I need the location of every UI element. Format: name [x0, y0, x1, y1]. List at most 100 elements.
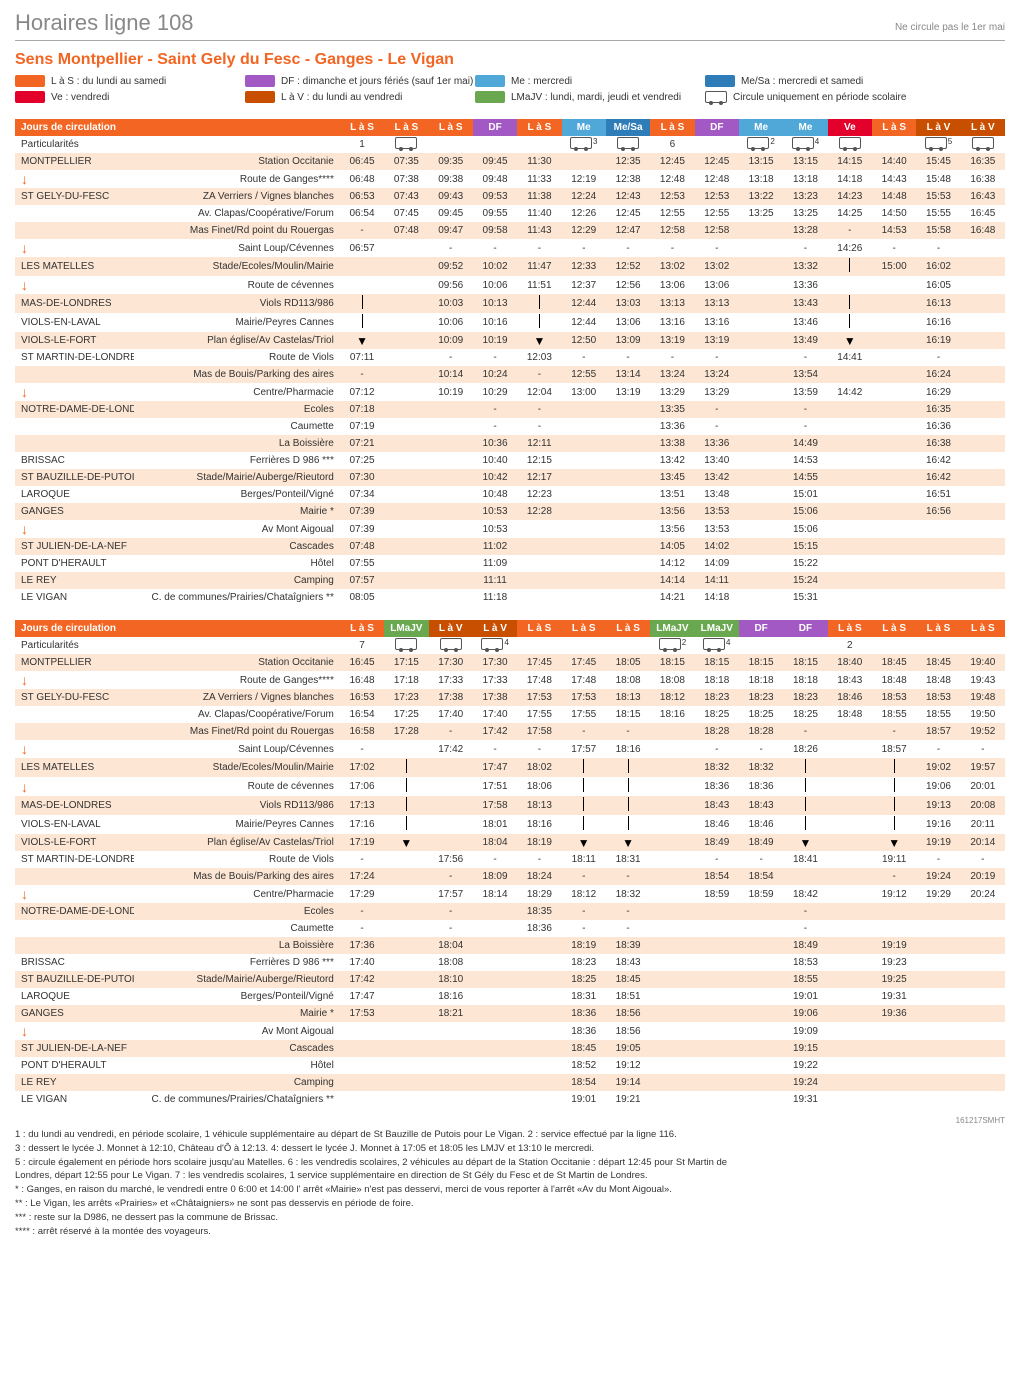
time-cell: 13:42	[695, 469, 739, 486]
time-cell: 10:14	[429, 366, 473, 383]
time-cell: 12:58	[650, 222, 694, 239]
time-cell: 18:55	[783, 971, 827, 988]
time-cell: 13:16	[695, 313, 739, 332]
time-cell: 18:25	[695, 706, 739, 723]
time-cell: 15:45	[916, 153, 960, 170]
time-cell	[606, 589, 650, 606]
town-cell: PONT D'HERAULT	[15, 555, 134, 572]
partic-label: Particularités	[15, 637, 340, 654]
time-cell: 19:36	[872, 1005, 916, 1022]
time-cell: 18:48	[828, 706, 872, 723]
time-cell: 18:49	[783, 937, 827, 954]
time-cell: 17:38	[473, 689, 517, 706]
time-cell: 13:24	[650, 366, 694, 383]
time-cell: 19:01	[562, 1091, 606, 1108]
time-cell: 18:18	[695, 671, 739, 689]
time-cell	[517, 589, 561, 606]
time-cell: 19:12	[606, 1057, 650, 1074]
time-cell: 09:43	[429, 188, 473, 205]
time-cell	[739, 903, 783, 920]
town-cell: VIOLS-LE-FORT	[15, 834, 134, 851]
legend-item: L à V : du lundi au vendredi	[245, 91, 475, 103]
time-cell	[384, 740, 428, 758]
time-cell: 07:39	[340, 520, 384, 538]
time-cell: -	[473, 349, 517, 366]
time-cell	[739, 383, 783, 401]
time-cell	[828, 366, 872, 383]
time-cell: 16:43	[961, 188, 1005, 205]
time-cell: -	[473, 851, 517, 868]
time-cell: 12:55	[695, 205, 739, 222]
time-cell: 12:52	[606, 257, 650, 276]
time-cell	[916, 589, 960, 606]
time-cell: 19:22	[783, 1057, 827, 1074]
time-cell	[606, 538, 650, 555]
time-cell	[872, 520, 916, 538]
time-cell	[384, 401, 428, 418]
time-cell	[961, 538, 1005, 555]
time-cell	[473, 971, 517, 988]
time-cell: 11:33	[517, 170, 561, 188]
time-cell: 16:36	[916, 418, 960, 435]
time-cell: 09:53	[473, 188, 517, 205]
time-cell	[872, 1074, 916, 1091]
time-cell	[961, 332, 1005, 349]
time-cell: 18:28	[695, 723, 739, 740]
stop-cell: Route de cévennes	[134, 777, 340, 796]
table-row: LAROQUEBerges/Ponteil/Vigné17:4718:1618:…	[15, 988, 1005, 1005]
time-cell: 17:58	[473, 796, 517, 815]
time-cell: -	[695, 418, 739, 435]
time-cell: 18:23	[783, 689, 827, 706]
time-cell	[739, 257, 783, 276]
time-cell	[828, 1022, 872, 1040]
time-cell	[650, 920, 694, 937]
bus-icon	[659, 638, 681, 650]
partic-cell: 6	[650, 136, 694, 153]
bus-icon	[705, 91, 727, 103]
time-cell: 07:12	[340, 383, 384, 401]
time-cell	[872, 920, 916, 937]
time-cell: 13:03	[606, 294, 650, 313]
time-cell: 10:40	[473, 452, 517, 469]
time-cell: 18:55	[872, 706, 916, 723]
time-cell: ▼	[517, 332, 561, 349]
time-cell: -	[340, 222, 384, 239]
time-cell: 18:43	[606, 954, 650, 971]
time-cell: 19:24	[916, 868, 960, 885]
town-cell: ↓	[15, 276, 134, 294]
time-cell	[384, 418, 428, 435]
time-cell	[872, 294, 916, 313]
time-cell	[562, 815, 606, 834]
time-cell: 18:25	[562, 971, 606, 988]
time-cell	[828, 1005, 872, 1022]
time-cell: 16:58	[340, 723, 384, 740]
table-row: ↓Route de Ganges****06:4807:3809:3809:48…	[15, 170, 1005, 188]
table-row: ↓Centre/Pharmacie17:2917:5718:1418:2918:…	[15, 885, 1005, 903]
time-cell: -	[429, 868, 473, 885]
time-cell: 18:54	[562, 1074, 606, 1091]
time-cell	[695, 1091, 739, 1108]
time-cell	[384, 435, 428, 452]
town-cell: GANGES	[15, 503, 134, 520]
stop-cell: Saint Loup/Cévennes	[134, 740, 340, 758]
time-cell	[739, 988, 783, 1005]
time-cell	[739, 313, 783, 332]
stop-cell: Plan église/Av Castelas/Triol	[134, 332, 340, 349]
time-cell: 19:21	[606, 1091, 650, 1108]
column-header: L à V	[429, 620, 473, 637]
town-cell: ST GELY-DU-FESC	[15, 188, 134, 205]
time-cell	[828, 903, 872, 920]
time-cell: 12:35	[606, 153, 650, 170]
stop-cell: Route de cévennes	[134, 276, 340, 294]
column-header: L à S	[961, 620, 1005, 637]
time-cell: 17:33	[473, 671, 517, 689]
time-cell: 17:55	[562, 706, 606, 723]
legend-swatch	[705, 75, 735, 87]
time-cell	[916, 520, 960, 538]
town-cell: ↓	[15, 520, 134, 538]
time-cell: -	[473, 418, 517, 435]
time-cell	[916, 572, 960, 589]
time-cell: 13:42	[650, 452, 694, 469]
column-header: DF	[695, 119, 739, 136]
time-cell	[695, 920, 739, 937]
